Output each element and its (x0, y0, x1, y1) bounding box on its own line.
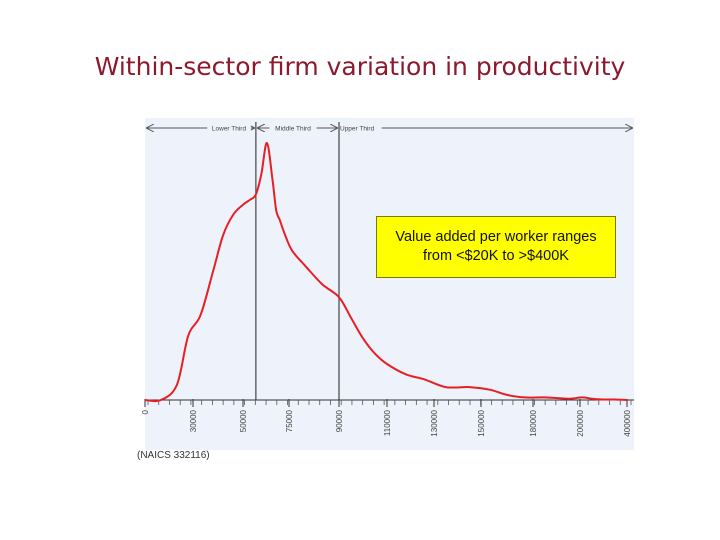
band-label-bg (338, 123, 382, 132)
distribution-curve (144, 141, 628, 403)
x-tick-label: 30000 (189, 409, 198, 432)
third-dividers (255, 122, 340, 400)
x-axis: 0 30000 50000 75000 90000 110000 130000 150000 1… (141, 399, 634, 437)
plot-background (145, 118, 634, 450)
band-label-bg (207, 123, 251, 132)
band-label: Lower Third (212, 126, 247, 133)
callout-line-2: from <$20K to >$400K (423, 248, 569, 264)
naics-note: (NAICS 332116) (137, 450, 210, 461)
band-label: Middle Third (275, 126, 311, 133)
x-tick-label: 180000 (529, 409, 538, 436)
x-tick-label: 400000 (623, 409, 632, 436)
x-tick-label: 90000 (335, 409, 344, 432)
x-tick-label: 110000 (383, 409, 392, 436)
x-tick-label: 75000 (285, 409, 294, 432)
series-layer (144, 141, 628, 403)
band-label-bg (269, 123, 317, 132)
slide-title: Within-sector firm variation in producti… (94, 52, 626, 81)
callout-line-1: Value added per worker ranges (395, 229, 597, 245)
x-tick-label: 50000 (239, 409, 248, 432)
callout-box: Value added per worker ranges from <$20K… (376, 216, 616, 278)
band-arrows: Lower Third Middle Third Upper Third (147, 123, 632, 133)
x-tick-label: 150000 (477, 409, 486, 436)
band-label: Upper Third (340, 126, 375, 133)
x-tick-label: 0 (141, 409, 150, 414)
x-tick-label: 200000 (576, 409, 585, 436)
x-tick-label: 130000 (430, 409, 439, 436)
